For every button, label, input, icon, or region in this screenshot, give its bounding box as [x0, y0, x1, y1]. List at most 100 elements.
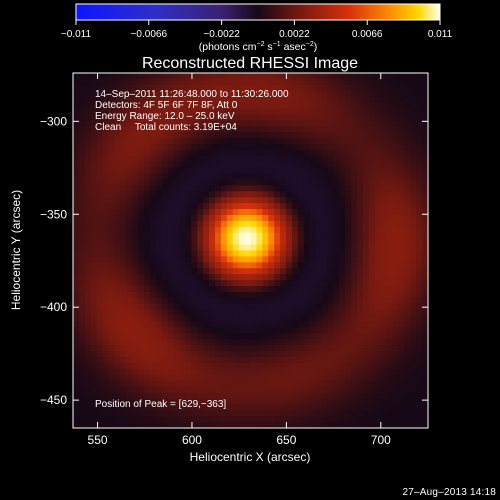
image-pixel: [227, 268, 234, 275]
image-pixel: [351, 191, 358, 198]
image-pixel: [138, 327, 145, 334]
image-pixel: [286, 369, 293, 376]
image-pixel: [268, 168, 275, 175]
image-pixel: [174, 73, 181, 80]
image-pixel: [132, 369, 139, 376]
image-pixel: [239, 203, 246, 210]
image-pixel: [73, 156, 80, 163]
image-pixel: [381, 114, 388, 121]
colorbar-tick-label: −0.0066: [131, 29, 168, 40]
image-pixel: [215, 369, 222, 376]
image-pixel: [85, 97, 92, 104]
image-pixel: [103, 132, 110, 139]
image-pixel: [168, 339, 175, 346]
image-pixel: [79, 233, 86, 240]
image-pixel: [162, 191, 169, 198]
image-pixel: [120, 197, 127, 204]
image-pixel: [209, 369, 216, 376]
image-pixel: [298, 138, 305, 145]
image-pixel: [79, 150, 86, 157]
image-pixel: [416, 304, 423, 311]
image-pixel: [304, 191, 311, 198]
image-pixel: [322, 73, 329, 80]
image-pixel: [174, 304, 181, 311]
image-pixel: [174, 79, 181, 86]
image-pixel: [387, 233, 394, 240]
image-pixel: [73, 381, 80, 388]
image-pixel: [304, 197, 311, 204]
image-pixel: [191, 197, 198, 204]
image-pixel: [180, 180, 187, 187]
peak-position-label: Position of Peak = [629,−363]: [95, 399, 226, 410]
image-pixel: [156, 185, 163, 192]
image-pixel: [322, 363, 329, 370]
image-pixel: [197, 233, 204, 240]
image-pixel: [416, 381, 423, 388]
image-pixel: [280, 286, 287, 293]
image-pixel: [209, 221, 216, 228]
image-pixel: [91, 268, 98, 275]
image-pixel: [393, 316, 400, 323]
image-pixel: [245, 79, 252, 86]
image-pixel: [345, 298, 352, 305]
image-pixel: [268, 120, 275, 127]
image-pixel: [156, 268, 163, 275]
image-pixel: [363, 410, 370, 417]
image-pixel: [310, 97, 317, 104]
image-pixel: [215, 286, 222, 293]
image-pixel: [132, 333, 139, 340]
image-pixel: [209, 363, 216, 370]
image-pixel: [286, 322, 293, 329]
image-pixel: [150, 221, 157, 228]
image-pixel: [410, 150, 417, 157]
image-pixel: [274, 144, 281, 151]
image-pixel: [357, 298, 364, 305]
image-pixel: [322, 174, 329, 181]
image-pixel: [138, 357, 145, 364]
image-pixel: [251, 298, 258, 305]
image-pixel: [97, 221, 104, 228]
image-pixel: [162, 138, 169, 145]
image-pixel: [156, 351, 163, 358]
image-pixel: [351, 256, 358, 263]
image-pixel: [262, 73, 269, 80]
image-pixel: [185, 239, 192, 246]
image-pixel: [209, 144, 216, 151]
image-pixel: [363, 120, 370, 127]
image-pixel: [369, 410, 376, 417]
image-pixel: [375, 162, 382, 169]
image-pixel: [227, 369, 234, 376]
image-pixel: [239, 156, 246, 163]
image-pixel: [221, 156, 228, 163]
image-pixel: [233, 262, 240, 269]
image-pixel: [357, 233, 364, 240]
image-pixel: [180, 144, 187, 151]
image-pixel: [339, 286, 346, 293]
image-pixel: [191, 209, 198, 216]
image-pixel: [103, 363, 110, 370]
image-pixel: [256, 221, 263, 228]
image-pixel: [345, 180, 352, 187]
image-pixel: [120, 185, 127, 192]
image-pixel: [363, 197, 370, 204]
image-pixel: [156, 333, 163, 340]
colorbar-tick-label: 0.0066: [352, 29, 383, 40]
image-pixel: [97, 363, 104, 370]
image-pixel: [185, 304, 192, 311]
image-pixel: [327, 251, 334, 258]
image-pixel: [215, 138, 222, 145]
image-pixel: [322, 79, 329, 86]
image-pixel: [345, 316, 352, 323]
annotation-detectors: Detectors: 4F 5F 6F 7F 8F, Att 0: [95, 100, 238, 111]
image-pixel: [286, 239, 293, 246]
image-pixel: [197, 304, 204, 311]
image-pixel: [274, 351, 281, 358]
image-pixel: [327, 310, 334, 317]
y-tick-label: −400: [40, 300, 67, 314]
image-pixel: [144, 221, 151, 228]
image-pixel: [310, 351, 317, 358]
image-pixel: [132, 298, 139, 305]
image-pixel: [85, 103, 92, 110]
image-pixel: [404, 398, 411, 405]
image-pixel: [156, 221, 163, 228]
